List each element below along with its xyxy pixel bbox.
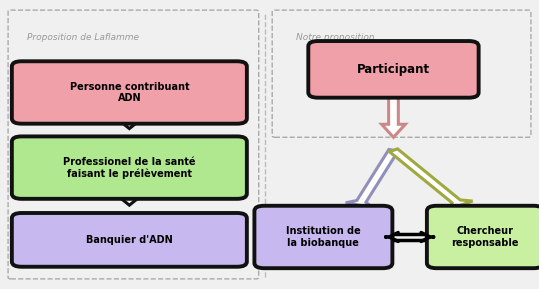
Text: Personne contribuant
ADN: Personne contribuant ADN xyxy=(70,82,189,103)
FancyBboxPatch shape xyxy=(12,213,247,267)
Text: Institution de
la biobanque: Institution de la biobanque xyxy=(286,226,361,248)
FancyBboxPatch shape xyxy=(254,206,392,268)
Text: Banquier d'ADN: Banquier d'ADN xyxy=(86,235,172,245)
Text: Proposition de Laflamme: Proposition de Laflamme xyxy=(27,34,139,42)
Text: Notre proposition: Notre proposition xyxy=(296,34,375,42)
FancyBboxPatch shape xyxy=(12,61,247,124)
FancyBboxPatch shape xyxy=(12,136,247,199)
Polygon shape xyxy=(382,92,405,137)
Polygon shape xyxy=(113,192,146,205)
Polygon shape xyxy=(389,149,473,209)
Text: Chercheur
responsable: Chercheur responsable xyxy=(451,226,519,248)
Polygon shape xyxy=(113,116,146,129)
Polygon shape xyxy=(345,149,398,208)
FancyBboxPatch shape xyxy=(427,206,539,268)
FancyBboxPatch shape xyxy=(308,41,479,98)
Text: Professionel de la santé
faisant le prélèvement: Professionel de la santé faisant le prél… xyxy=(63,157,196,179)
Text: Participant: Participant xyxy=(357,63,430,76)
